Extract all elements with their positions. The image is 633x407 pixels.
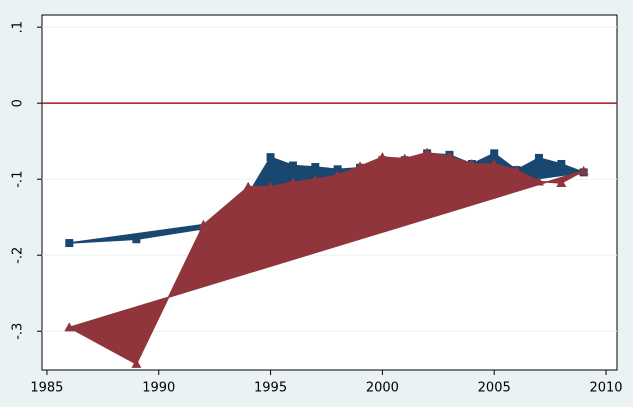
marker: [466, 158, 477, 168]
marker: [490, 149, 499, 158]
marker: [399, 153, 410, 163]
marker: [556, 177, 567, 187]
marker: [288, 161, 297, 170]
marker: [64, 322, 75, 332]
marker: [355, 161, 366, 171]
marker: [131, 358, 142, 368]
marker: [534, 153, 543, 162]
y-tick-label: 0: [11, 99, 26, 107]
marker: [310, 174, 321, 184]
marker: [578, 165, 589, 175]
marker: [444, 151, 455, 161]
y-tick-label: .1: [11, 21, 26, 33]
marker: [332, 170, 343, 180]
x-tick-label: 1990: [142, 381, 175, 396]
marker: [311, 163, 320, 172]
x-tick-label: 1995: [254, 381, 287, 396]
marker: [377, 152, 388, 162]
marker: [266, 153, 275, 162]
x-tick-label: 1985: [30, 381, 63, 396]
y-tick-label: -.3: [11, 323, 26, 340]
marker: [65, 239, 74, 248]
marker: [132, 235, 141, 244]
marker: [422, 147, 433, 157]
marker: [333, 165, 342, 174]
marker: [557, 159, 566, 168]
x-tick-label: 2010: [589, 381, 622, 396]
x-tick-label: 2005: [478, 381, 511, 396]
area: [67, 151, 585, 365]
x-tick-label: 2000: [366, 381, 399, 396]
marker: [243, 181, 254, 191]
marker: [198, 219, 209, 229]
marker: [287, 177, 298, 187]
marker: [489, 158, 500, 168]
y-tick-label: -.1: [11, 171, 26, 188]
marker: [511, 165, 522, 175]
marker: [533, 176, 544, 186]
marker: [265, 181, 276, 191]
y-tick-label: -.2: [11, 247, 26, 264]
